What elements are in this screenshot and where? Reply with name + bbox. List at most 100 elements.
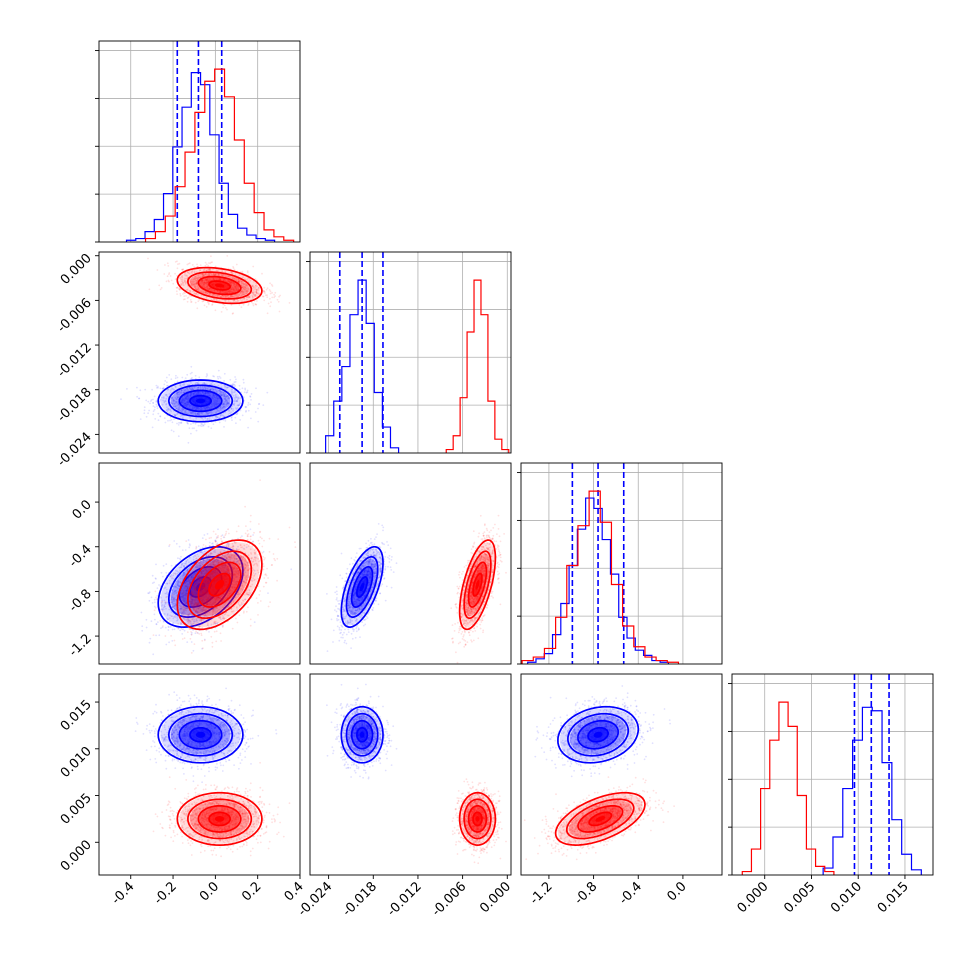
scatter-point <box>194 374 197 377</box>
scatter-point <box>202 290 205 293</box>
scatter-point <box>244 571 247 574</box>
scatter-point <box>172 388 174 390</box>
scatter-point <box>235 582 238 585</box>
scatter-point <box>225 307 227 309</box>
scatter-point <box>264 292 266 294</box>
scatter-point <box>241 557 244 560</box>
scatter-point <box>262 404 265 406</box>
scatter-point <box>198 286 200 289</box>
scatter-point <box>235 422 237 425</box>
scatter-point <box>214 394 216 397</box>
scatter-point <box>174 272 177 275</box>
scatter-point <box>246 271 249 274</box>
scatter-point <box>175 611 178 614</box>
scatter-point <box>201 391 204 394</box>
scatter-point <box>237 280 240 282</box>
scatter-point <box>186 587 189 590</box>
scatter-point <box>238 404 241 407</box>
scatter-point <box>269 282 271 285</box>
scatter-point <box>162 396 165 398</box>
scatter-point <box>193 603 196 605</box>
scatter-point <box>179 422 182 424</box>
scatter-point <box>179 294 182 297</box>
scatter-point <box>237 396 239 399</box>
scatter-point <box>187 539 190 541</box>
scatter-point <box>180 400 183 403</box>
scatter-point <box>216 415 219 418</box>
scatter-point <box>239 292 242 295</box>
scatter-point <box>177 582 179 585</box>
y-tick-label: -0.018 <box>55 385 95 425</box>
scatter-point <box>221 291 224 294</box>
scatter-point <box>207 604 210 606</box>
scatter-point <box>238 614 241 617</box>
scatter-point <box>206 284 209 287</box>
scatter-point <box>156 587 159 590</box>
scatter-point <box>155 578 157 580</box>
scatter-point <box>184 283 187 285</box>
scatter-point <box>197 274 200 277</box>
scatter-point <box>192 556 195 558</box>
scatter-point <box>212 388 215 391</box>
scatter-point <box>198 575 201 578</box>
scatter-point <box>191 280 194 283</box>
scatter-point <box>162 387 164 390</box>
scatter-point <box>213 572 216 574</box>
scatter-point <box>232 312 235 314</box>
scatter-point <box>221 404 224 406</box>
scatter-point <box>173 418 175 421</box>
scatter-point <box>207 412 209 415</box>
scatter-point <box>216 410 219 412</box>
scatter-point <box>193 271 196 274</box>
scatter-point <box>161 604 164 606</box>
scatter-point <box>207 280 210 283</box>
scatter-point <box>213 388 215 391</box>
scatter-point <box>187 394 189 397</box>
scatter-point <box>231 291 234 293</box>
scatter-point <box>208 541 211 544</box>
scatter-point <box>247 402 250 404</box>
scatter-point <box>188 272 191 275</box>
scatter-point <box>198 562 200 565</box>
panel-0-0 <box>95 40 301 243</box>
scatter-point <box>180 422 183 424</box>
scatter-point <box>206 285 209 288</box>
scatter-point <box>228 289 231 292</box>
scatter-point <box>168 608 171 611</box>
scatter-point <box>239 556 242 559</box>
scatter-point <box>171 605 174 608</box>
scatter-point <box>237 554 240 556</box>
scatter-point <box>206 388 209 390</box>
panel-body <box>310 252 511 453</box>
scatter-point <box>187 399 190 402</box>
scatter-point <box>214 610 216 613</box>
scatter-point <box>228 280 231 283</box>
scatter-point <box>203 269 205 271</box>
scatter-point <box>181 611 184 614</box>
scatter-point <box>184 399 187 401</box>
scatter-point <box>215 399 218 402</box>
scatter-point <box>163 604 166 606</box>
scatter-point <box>190 641 193 643</box>
scatter-point <box>172 405 175 408</box>
scatter-point <box>176 274 179 277</box>
scatter-point <box>231 393 234 395</box>
scatter-point <box>253 293 256 296</box>
scatter-point <box>227 279 230 282</box>
scatter-point <box>232 408 235 410</box>
scatter-point <box>225 386 228 389</box>
scatter-point <box>183 600 186 602</box>
scatter-point <box>189 299 192 301</box>
scatter-point <box>196 277 199 279</box>
scatter-point <box>174 616 177 619</box>
scatter-point <box>198 407 201 410</box>
scatter-point <box>207 406 210 408</box>
scatter-point <box>227 396 230 399</box>
scatter-point <box>228 290 231 293</box>
scatter-point <box>227 290 230 292</box>
scatter-point <box>184 593 187 596</box>
scatter-point <box>151 388 154 391</box>
scatter-point <box>214 609 216 611</box>
scatter-point <box>176 619 178 622</box>
scatter-point <box>191 284 193 287</box>
